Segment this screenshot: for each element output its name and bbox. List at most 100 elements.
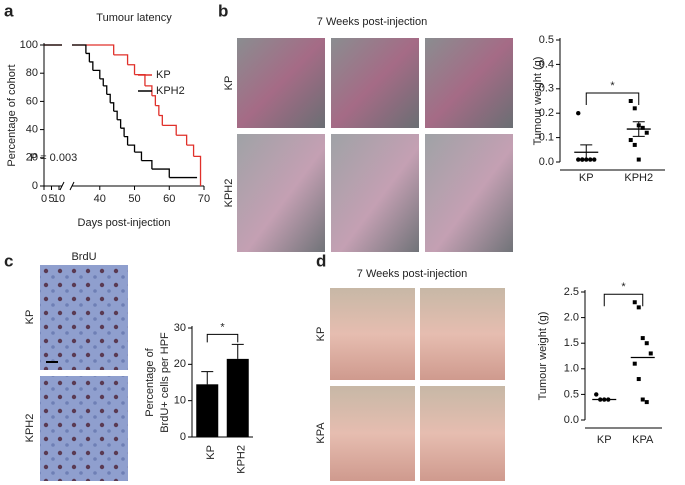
panel-label: a: [4, 1, 14, 20]
photo-grid: [237, 38, 513, 252]
row-label: KP: [24, 310, 36, 325]
survival-step: [144, 85, 153, 96]
data-point: [640, 397, 645, 402]
y-tick-label: 0.5: [564, 388, 579, 400]
row-label: KP: [223, 76, 235, 91]
y-tick-label: 0.0: [539, 156, 554, 168]
data-point: [644, 341, 649, 346]
panel-label: d: [316, 251, 326, 270]
photo-title: 7 Weeks post-injection: [317, 16, 427, 28]
y-tick-label: 0: [32, 180, 38, 192]
data-point: [648, 351, 653, 356]
row-label: KPH2: [24, 414, 36, 443]
y-tick-label: 0.4: [539, 58, 554, 70]
legend-label: KPH2: [156, 85, 185, 97]
survival-step: [193, 155, 202, 186]
y-tick-label: 0.5: [539, 34, 554, 46]
x-tick-label: KP: [579, 172, 594, 184]
x-tick-label: KPH2: [624, 172, 653, 184]
y-axis-label: BrdU+ cells per HPF: [159, 332, 171, 433]
y-axis-label: Percentage of cohort: [6, 64, 18, 166]
legend-label: KP: [156, 69, 171, 81]
survival-step: [113, 54, 129, 65]
data-point: [628, 138, 633, 143]
data-point: [632, 300, 637, 305]
data-point: [640, 125, 645, 130]
photo-grid: [40, 265, 128, 481]
survival-step: [85, 52, 91, 62]
y-tick-label: 0.2: [539, 107, 554, 119]
data-point: [632, 361, 637, 366]
survival-step: [151, 95, 157, 106]
photo-grid: [330, 288, 505, 481]
data-point: [576, 111, 581, 116]
annotation: P = 0.003: [30, 152, 77, 164]
data-point: [632, 106, 637, 111]
photo-title: 7 Weeks post-injection: [357, 268, 467, 280]
y-tick-label: 30: [174, 322, 186, 334]
y-tick-label: 20: [174, 358, 186, 370]
row-label: KPA: [315, 422, 327, 444]
survival-step: [155, 104, 160, 116]
axis-break: [59, 181, 75, 191]
x-tick-label: KPA: [632, 434, 654, 446]
y-axis-label: Tumour weight (g): [532, 57, 544, 146]
y-axis-label: Tumour weight (g): [537, 312, 549, 401]
survival-step: [186, 144, 195, 157]
data-point: [628, 99, 633, 103]
y-tick-label: 2.0: [564, 312, 579, 324]
data-point: [636, 157, 641, 162]
survival-step: [44, 44, 87, 54]
data-point: [632, 142, 637, 147]
row-label: KP: [315, 327, 327, 342]
x-axis-label: Days post-injection: [78, 217, 171, 229]
data-point: [576, 157, 581, 162]
significance-label: *: [610, 80, 615, 92]
survival-step: [158, 114, 163, 126]
survival-step: [113, 110, 118, 120]
survival-step: [110, 102, 115, 112]
significance-label: *: [220, 321, 225, 333]
survival-step: [99, 78, 104, 86]
x-tick-label: 50: [128, 193, 140, 205]
y-tick-label: 10: [174, 395, 186, 407]
panel-label: c: [4, 251, 13, 270]
data-point: [640, 336, 645, 341]
y-tick-label: 60: [26, 95, 38, 107]
data-point: [636, 377, 641, 382]
survival-step: [44, 44, 115, 55]
x-tick-label: 40: [94, 193, 106, 205]
survival-step: [120, 127, 125, 137]
data-point: [594, 392, 599, 397]
data-point: [644, 130, 649, 135]
x-tick-label: 5: [48, 193, 54, 205]
error-bar: [201, 371, 214, 385]
photo-title: BrdU: [71, 251, 96, 263]
bar: [196, 384, 219, 437]
survival-step: [151, 168, 170, 178]
survival-step: [134, 151, 143, 161]
y-tick-label: 0.3: [539, 83, 554, 95]
survival-step: [162, 124, 177, 136]
y-axis-label: Percentage of: [144, 347, 156, 416]
survival-step: [127, 64, 136, 75]
chart-title: Tumour latency: [96, 12, 172, 24]
bar: [226, 358, 249, 437]
survival-step: [106, 93, 111, 103]
error-bar: [632, 121, 645, 137]
y-tick-label: 1.5: [564, 337, 579, 349]
survival-step: [134, 73, 146, 86]
y-tick-label: 20: [26, 152, 38, 164]
x-tick-label: KPH2: [236, 445, 248, 474]
data-point: [636, 305, 641, 310]
y-tick-label: 0.0: [564, 414, 579, 426]
y-tick-label: 0.1: [539, 132, 554, 144]
y-tick-label: 2.5: [564, 286, 579, 298]
y-tick-label: 1.0: [564, 363, 579, 375]
survival-step: [176, 134, 188, 146]
y-tick-label: 100: [20, 39, 38, 51]
x-tick-label: 10: [53, 193, 65, 205]
data-point: [644, 400, 649, 405]
survival-step: [124, 136, 129, 146]
